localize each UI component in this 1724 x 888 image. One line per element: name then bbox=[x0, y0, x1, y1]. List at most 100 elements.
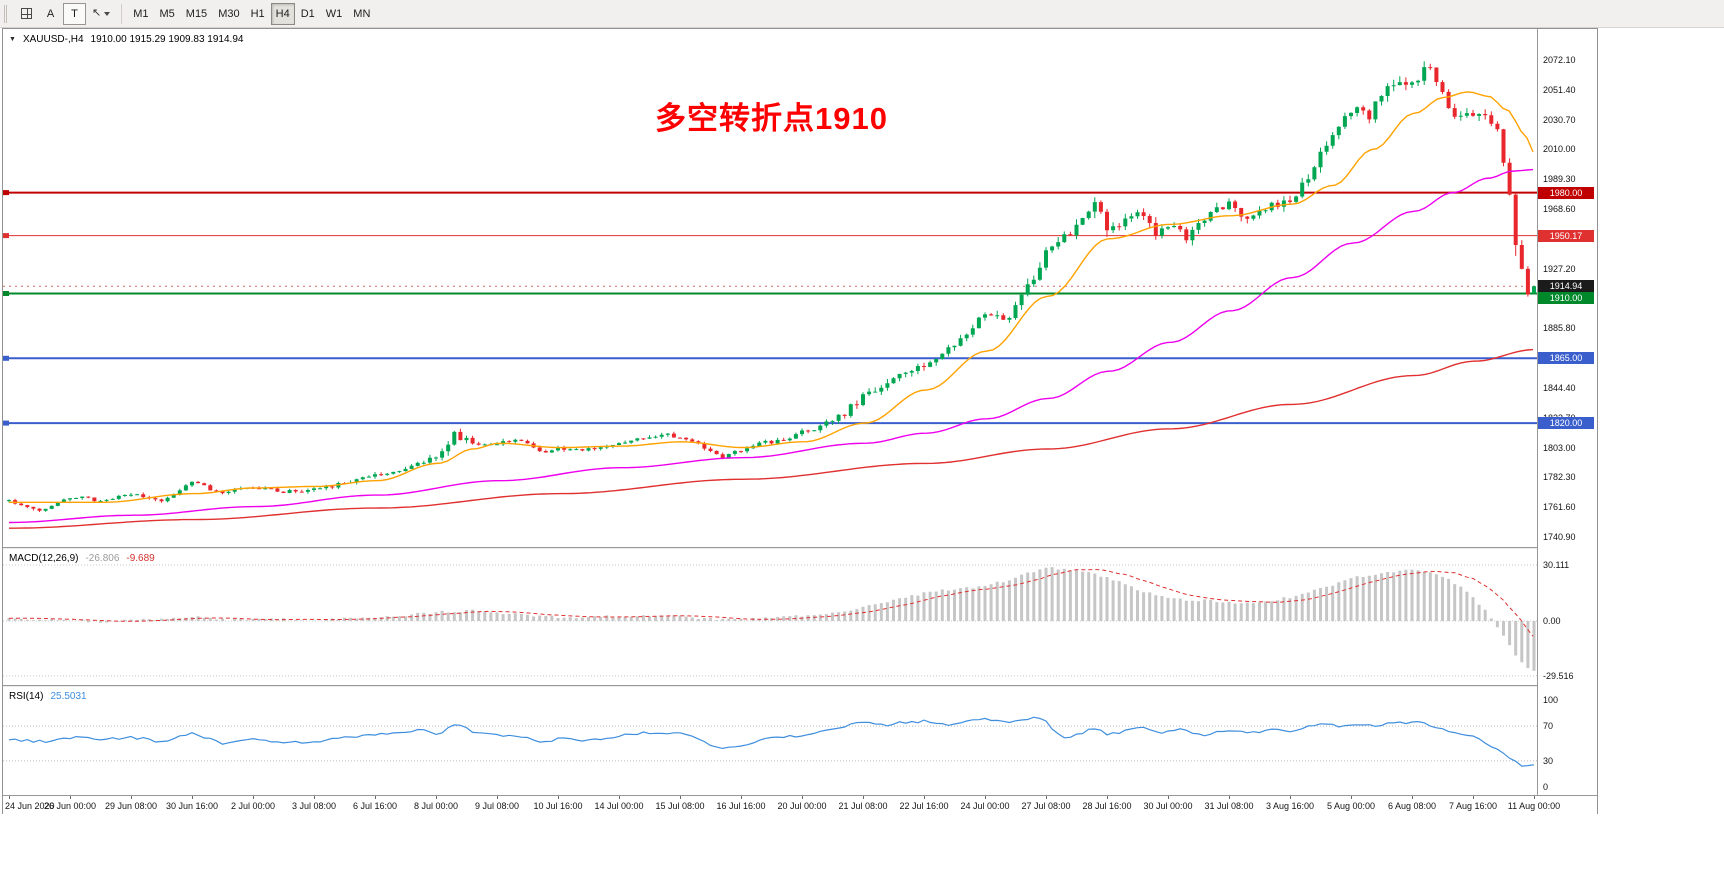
timeframe-button-h4[interactable]: H4 bbox=[270, 2, 295, 25]
time-tick bbox=[192, 796, 193, 799]
ma-slow-red-line[interactable] bbox=[9, 348, 1534, 529]
text-tool-button[interactable]: T bbox=[63, 2, 86, 25]
timeframe-button-m15[interactable]: M15 bbox=[185, 7, 208, 20]
hline-edge-marker bbox=[3, 190, 9, 196]
cursor-tool-button[interactable]: ↖ bbox=[87, 3, 115, 25]
macd-panel-canvas[interactable] bbox=[3, 549, 1597, 685]
time-tick bbox=[1534, 796, 1535, 799]
time-label: 22 Jul 16:00 bbox=[899, 801, 949, 811]
time-tick bbox=[558, 796, 559, 799]
time-tick bbox=[497, 796, 498, 799]
time-label: 11 Aug 00:00 bbox=[1507, 801, 1561, 811]
time-tick bbox=[1412, 796, 1413, 799]
ma-mid-magenta-line[interactable] bbox=[8, 168, 1534, 524]
time-label: 30 Jul 00:00 bbox=[1143, 801, 1193, 811]
time-label: 2 Jul 00:00 bbox=[230, 801, 276, 811]
macd-main-value: -26.806 bbox=[85, 553, 120, 564]
timeframe-group: M1 M5 M15 M30 H1 H4 D1 W1 MN bbox=[128, 2, 375, 25]
time-axis[interactable]: 24 Jun 2020 26 Jun 00:00 29 Jun 08:00 30 Ju… bbox=[3, 795, 1597, 814]
time-label: 31 Jul 08:00 bbox=[1204, 801, 1254, 811]
timeframe-button-m1[interactable]: M1 bbox=[133, 7, 149, 20]
timeframe-button-m30[interactable]: M30 bbox=[218, 7, 240, 20]
time-tick bbox=[1046, 796, 1047, 799]
toolbar-separator bbox=[121, 3, 123, 24]
time-label: 8 Jul 00:00 bbox=[413, 801, 459, 811]
chart-title: ▼ XAUUSD-,H4 1910.00 1915.29 1909.83 191… bbox=[9, 34, 243, 45]
panel-divider[interactable] bbox=[3, 547, 1597, 549]
new-chart-button[interactable] bbox=[15, 3, 38, 25]
time-label: 10 Jul 16:00 bbox=[533, 801, 583, 811]
time-tick bbox=[619, 796, 620, 799]
chart-window: 24 Jun 2020 26 Jun 00:00 29 Jun 08:00 30 Ju… bbox=[2, 28, 1598, 814]
time-label: 7 Aug 16:00 bbox=[1448, 801, 1498, 811]
top-toolbar: A T ↖ M1 M5 M15 M30 H1 H4 D1 W1 MN bbox=[0, 0, 1724, 28]
timeframe-button-w1[interactable]: W1 bbox=[325, 7, 343, 20]
rsi-name: RSI(14) bbox=[9, 691, 44, 702]
time-tick bbox=[70, 796, 71, 799]
ohlc-values: 1910.00 1915.29 1909.83 1914.94 bbox=[90, 34, 244, 45]
time-label: 9 Jul 08:00 bbox=[474, 801, 520, 811]
timeframe-button-m5[interactable]: M5 bbox=[159, 7, 175, 20]
rsi-panel-canvas[interactable] bbox=[3, 687, 1597, 795]
macd-signal-value: -9.689 bbox=[126, 553, 155, 564]
time-tick bbox=[863, 796, 864, 799]
time-label: 6 Aug 08:00 bbox=[1387, 801, 1437, 811]
time-label: 27 Jul 08:00 bbox=[1021, 801, 1071, 811]
time-label: 6 Jul 16:00 bbox=[352, 801, 398, 811]
hline-edge-marker bbox=[3, 420, 9, 426]
time-tick bbox=[924, 796, 925, 799]
symbol-period-label: XAUUSD-,H4 bbox=[22, 34, 84, 45]
rsi-line bbox=[8, 716, 1535, 767]
chart-annotation: 多空转折点1910 bbox=[655, 101, 888, 136]
rsi-indicator-label: RSI(14) 25.5031 bbox=[9, 691, 87, 702]
time-label: 21 Jul 08:00 bbox=[838, 801, 888, 811]
rsi-value: 25.5031 bbox=[50, 691, 87, 702]
time-label: 29 Jun 08:00 bbox=[104, 801, 158, 811]
time-tick bbox=[985, 796, 986, 799]
time-tick bbox=[1473, 796, 1474, 799]
time-label: 3 Aug 16:00 bbox=[1265, 801, 1315, 811]
time-tick bbox=[253, 796, 254, 799]
ma-fast-orange-line[interactable] bbox=[9, 91, 1534, 503]
time-label: 26 Jun 00:00 bbox=[43, 801, 97, 811]
time-label: 24 Jun 2020 bbox=[5, 801, 55, 811]
macd-signal-line bbox=[9, 568, 1534, 637]
time-label: 16 Jul 16:00 bbox=[716, 801, 766, 811]
time-tick bbox=[131, 796, 132, 799]
time-tick bbox=[436, 796, 437, 799]
collapse-triangle-icon[interactable]: ▼ bbox=[9, 36, 16, 43]
panel-divider[interactable] bbox=[3, 685, 1597, 687]
time-label: 24 Jul 00:00 bbox=[960, 801, 1010, 811]
time-tick bbox=[741, 796, 742, 799]
time-tick bbox=[1290, 796, 1291, 799]
time-label: 3 Jul 08:00 bbox=[291, 801, 337, 811]
timeframe-button-h1[interactable]: H1 bbox=[250, 7, 265, 20]
time-label: 14 Jul 00:00 bbox=[594, 801, 644, 811]
time-tick bbox=[802, 796, 803, 799]
time-label: 5 Aug 00:00 bbox=[1326, 801, 1376, 811]
time-tick bbox=[9, 796, 10, 799]
toolbar-drag-handle[interactable] bbox=[4, 4, 10, 23]
time-tick bbox=[1229, 796, 1230, 799]
chart-grid-icon bbox=[21, 8, 32, 19]
annotate-button-label: A bbox=[46, 7, 55, 20]
timeframe-button-d1[interactable]: D1 bbox=[300, 7, 315, 20]
time-tick bbox=[1168, 796, 1169, 799]
time-tick bbox=[1351, 796, 1352, 799]
hline-edge-marker bbox=[3, 233, 9, 239]
time-label: 15 Jul 08:00 bbox=[655, 801, 705, 811]
time-label: 28 Jul 16:00 bbox=[1082, 801, 1132, 811]
price-chart-canvas[interactable] bbox=[3, 29, 1597, 547]
time-tick bbox=[375, 796, 376, 799]
time-tick bbox=[314, 796, 315, 799]
time-tick bbox=[1107, 796, 1108, 799]
timeframe-button-mn[interactable]: MN bbox=[353, 7, 371, 20]
macd-name: MACD(12,26,9) bbox=[9, 553, 79, 564]
annotate-button[interactable]: A bbox=[39, 3, 62, 25]
hline-edge-marker bbox=[3, 355, 9, 361]
price-axis[interactable] bbox=[1537, 29, 1597, 795]
chevron-down-icon bbox=[104, 11, 111, 16]
macd-indicator-label: MACD(12,26,9) -26.806 -9.689 bbox=[9, 553, 155, 564]
text-tool-label: T bbox=[71, 7, 78, 20]
cursor-icon: ↖ bbox=[92, 7, 102, 19]
